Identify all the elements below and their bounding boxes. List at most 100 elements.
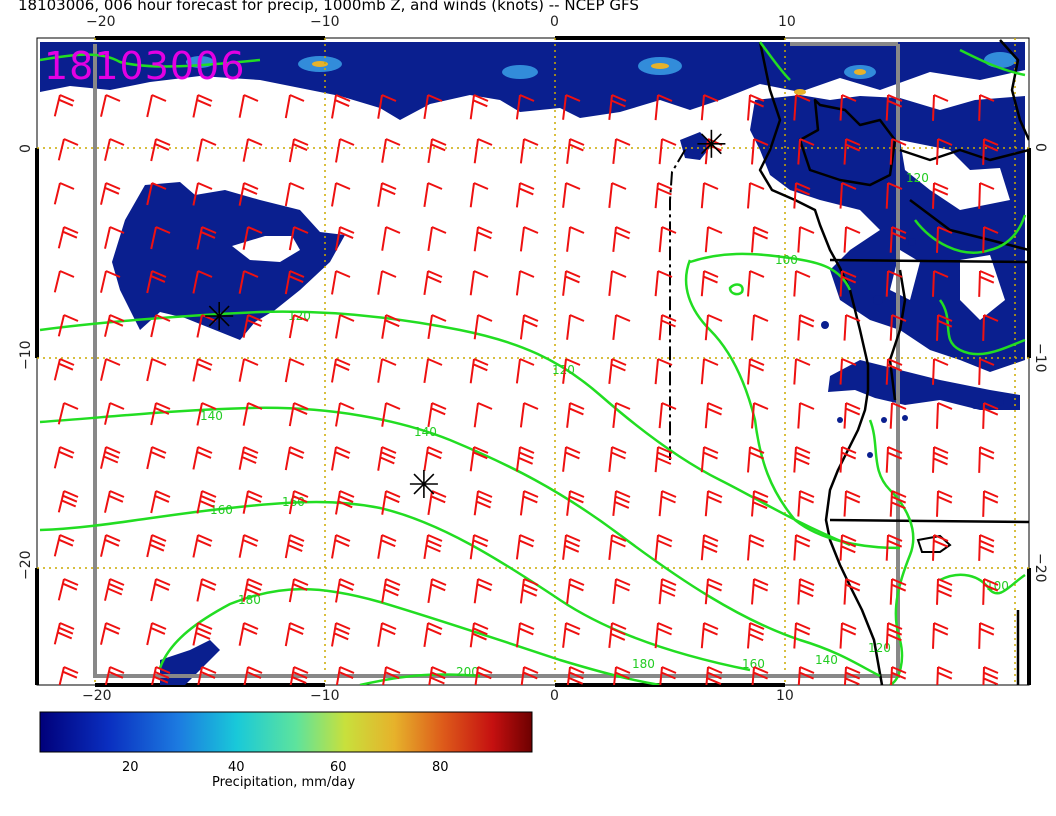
- wind-barb: [843, 578, 861, 605]
- wind-barb: [377, 94, 397, 119]
- wind-barb: [936, 314, 953, 341]
- wind-barb: [562, 446, 581, 472]
- wind-barb: [331, 622, 351, 647]
- wind-barb: [335, 490, 355, 515]
- wind-barb: [654, 270, 673, 297]
- wind-barb: [520, 666, 539, 685]
- wind-barb: [889, 314, 907, 341]
- wind-barb: [381, 402, 401, 427]
- wind-barb: [335, 666, 355, 685]
- lat-label-left: 0: [18, 144, 34, 153]
- wind-barb: [843, 226, 861, 253]
- wind-barb: [53, 94, 75, 117]
- wind-barb: [104, 138, 125, 161]
- wind-barb: [608, 622, 627, 649]
- wind-barb: [146, 94, 167, 118]
- lon-label-top: 0: [550, 14, 559, 30]
- wind-barb: [150, 314, 171, 338]
- contour-label: 180: [632, 657, 655, 671]
- wind-barb: [566, 402, 585, 428]
- wind-barb: [566, 666, 585, 685]
- wind-barb: [242, 402, 263, 426]
- wind-barb: [519, 402, 539, 428]
- wind-barb: [515, 358, 535, 384]
- wind-barb: [608, 358, 627, 385]
- wind-barb: [150, 490, 171, 514]
- wind-barb: [192, 446, 213, 470]
- wind-barb: [238, 358, 259, 382]
- contour-180: [158, 587, 661, 685]
- wind-barb: [381, 490, 401, 515]
- wind-barb: [58, 666, 79, 685]
- wind-barb: [982, 314, 999, 341]
- wind-barb: [423, 622, 443, 648]
- wind-barb: [146, 182, 167, 206]
- wind-barb: [982, 138, 999, 165]
- wind-barb: [331, 182, 351, 207]
- wind-barb: [381, 314, 401, 339]
- wind-barb: [469, 94, 489, 120]
- wind-barb: [100, 270, 121, 293]
- wind-barb: [613, 666, 631, 685]
- wind-barb: [839, 270, 857, 297]
- wind-barb: [284, 358, 305, 383]
- wind-barb: [885, 446, 903, 473]
- wind-barb: [469, 622, 489, 648]
- wind-barb: [885, 358, 903, 385]
- contour-label: 140: [414, 425, 437, 439]
- wind-barb: [700, 446, 719, 473]
- wind-barb: [57, 226, 79, 249]
- wind-barb: [658, 578, 677, 605]
- wind-barb: [978, 270, 995, 297]
- wind-barb: [751, 138, 769, 165]
- wind-barb: [608, 270, 627, 297]
- wind-barb: [889, 578, 907, 605]
- wind-barb: [519, 314, 539, 340]
- wind-barb: [335, 402, 355, 427]
- wind-barb: [57, 314, 79, 337]
- wind-barb: [427, 490, 447, 516]
- wind-barb: [53, 534, 75, 557]
- wind-barb: [562, 358, 581, 384]
- lon-label-bottom: −20: [82, 688, 112, 704]
- precip-field: [40, 42, 1025, 685]
- wind-barb: [797, 402, 815, 429]
- wind-barb: [608, 446, 627, 473]
- wind-barb: [751, 402, 769, 429]
- wind-barb: [150, 226, 171, 250]
- wind-barb: [146, 446, 167, 470]
- wind-barb: [331, 446, 351, 471]
- contour-100: [684, 259, 901, 550]
- wind-barb: [885, 534, 903, 561]
- wind-barb: [57, 490, 79, 513]
- wind-barb: [53, 446, 75, 469]
- wind-barb: [146, 622, 167, 646]
- wind-barb: [932, 358, 949, 385]
- wind-barb: [885, 182, 903, 209]
- wind-barb: [700, 358, 719, 385]
- wind-barb: [932, 94, 949, 121]
- wind-barb: [839, 182, 857, 209]
- wind-barb: [932, 270, 949, 297]
- wind-barb: [654, 182, 673, 209]
- wind-barb: [284, 94, 305, 119]
- wind-barb: [284, 534, 305, 559]
- wind-barb: [284, 446, 305, 471]
- wind-barb: [427, 226, 447, 252]
- colorbar-tick: 40: [228, 760, 245, 775]
- wind-barb: [381, 138, 401, 163]
- contour-140: [39, 406, 881, 678]
- wind-barb: [146, 270, 167, 294]
- wind-barb: [288, 314, 309, 339]
- wind-barb: [192, 94, 213, 118]
- wind-barb: [793, 270, 811, 297]
- wind-barb: [238, 622, 259, 646]
- contour-label: 140: [815, 653, 838, 667]
- wind-barb: [150, 578, 171, 602]
- wind-barb: [473, 578, 493, 604]
- wind-barb: [53, 622, 75, 645]
- contour-200: [359, 673, 481, 685]
- wind-barb: [377, 270, 397, 295]
- wind-barb: [839, 446, 857, 473]
- wind-barb: [654, 446, 673, 473]
